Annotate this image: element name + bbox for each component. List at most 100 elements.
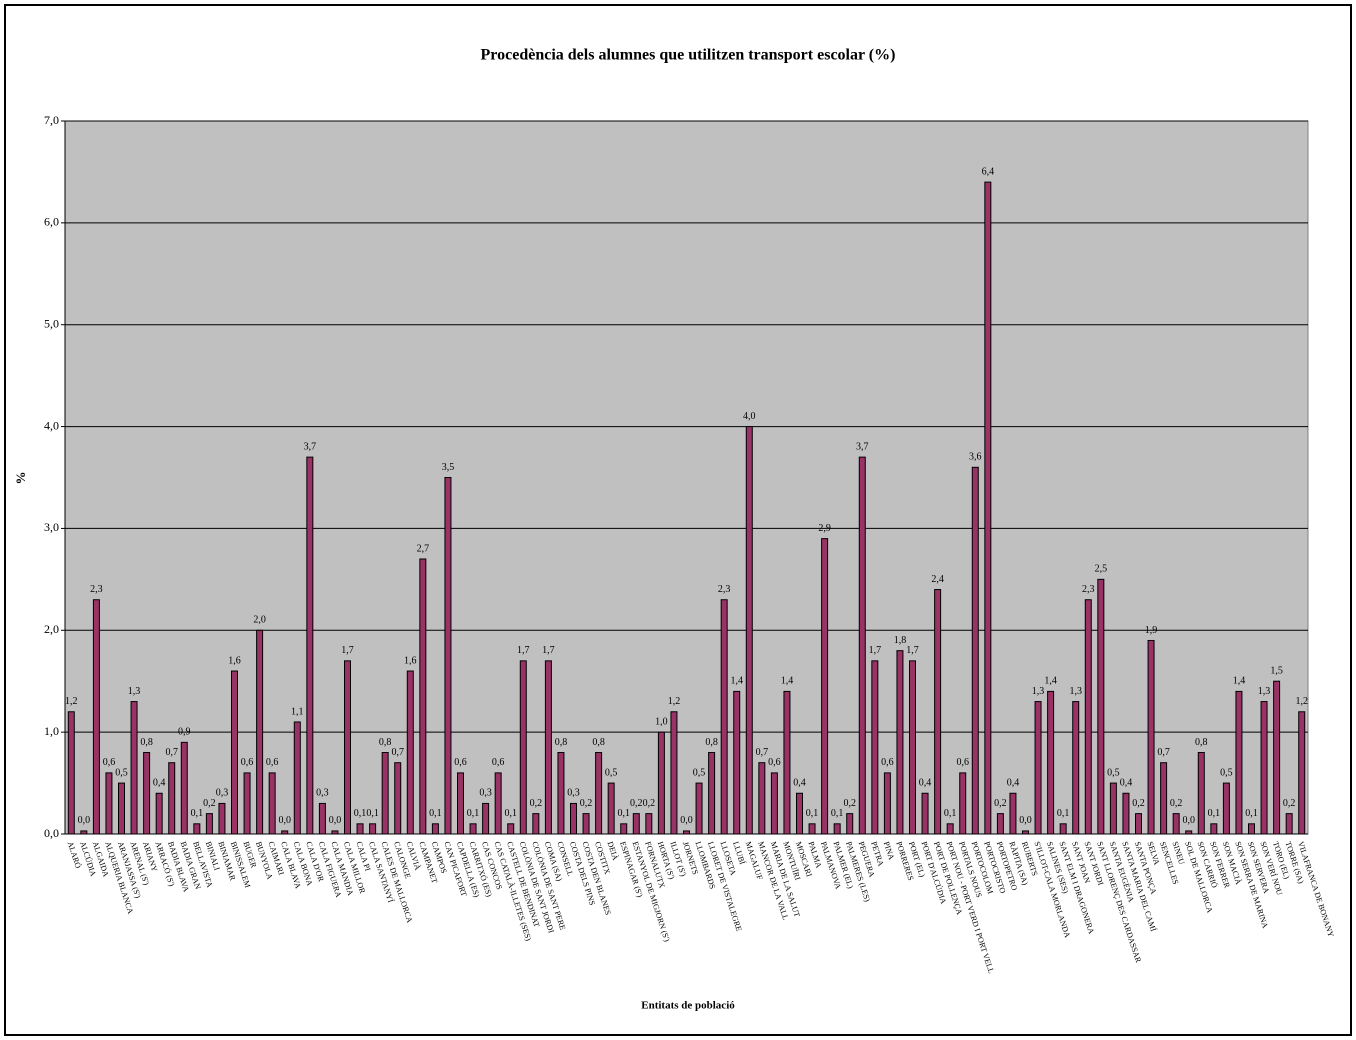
bar [796, 792, 803, 835]
data-label: 1,4 [781, 676, 794, 687]
bar [155, 792, 163, 835]
data-label: 1,3 [1069, 686, 1082, 697]
data-label: 1,3 [1032, 686, 1045, 697]
bar [457, 772, 464, 835]
bar [632, 813, 640, 835]
data-label: 0,6 [956, 757, 969, 768]
bar [1235, 690, 1243, 835]
data-label: 0,6 [492, 757, 505, 768]
bar [243, 772, 251, 835]
data-label: 4,0 [743, 411, 756, 422]
data-label: 0,4 [1007, 778, 1020, 789]
bar [118, 782, 125, 835]
bar [1072, 701, 1080, 835]
data-label: 0,4 [1120, 778, 1133, 789]
bar [1197, 752, 1205, 835]
bar [130, 701, 138, 835]
bar [657, 731, 665, 835]
data-label: 0,6 [103, 757, 116, 768]
data-label: 1,7 [341, 645, 354, 656]
data-label: 0,1 [504, 808, 517, 819]
data-label: 0,5 [115, 767, 128, 778]
plot-area [64, 120, 1309, 835]
bar [808, 823, 816, 835]
bar [256, 629, 264, 835]
bar [946, 823, 954, 835]
y-tick-label: 6,0 [44, 215, 59, 229]
bar [1160, 762, 1168, 835]
data-label: 0,1 [944, 808, 957, 819]
bar [1034, 701, 1042, 835]
bar [959, 772, 967, 835]
data-label: 0,2 [203, 798, 216, 809]
data-label: 0,0 [329, 815, 342, 826]
bar [570, 802, 577, 835]
data-label: 0,6 [266, 757, 279, 768]
bar [444, 477, 452, 835]
bar [494, 772, 502, 835]
data-label: 0,9 [178, 727, 191, 738]
bar [281, 830, 289, 835]
data-label: 0,5 [605, 767, 618, 778]
bar [67, 711, 75, 835]
data-label: 0,8 [379, 737, 392, 748]
bar [1210, 823, 1218, 835]
data-label: 1,6 [228, 655, 241, 666]
bar [406, 670, 414, 835]
bar [607, 782, 615, 835]
bar [331, 830, 339, 835]
data-label: 2,0 [253, 615, 266, 626]
data-label: 0,0 [680, 815, 693, 826]
bar [369, 823, 377, 835]
bar [143, 752, 151, 835]
data-label: 2,3 [90, 584, 103, 595]
bar [984, 181, 992, 835]
data-label: 0,2 [643, 798, 656, 809]
bar [846, 813, 854, 835]
data-label: 0,3 [316, 788, 329, 799]
y-axis-title: % [13, 472, 28, 485]
data-label: 0,3 [479, 788, 492, 799]
data-label: 0,1 [617, 808, 630, 819]
chart-title: Procedència dels alumnes que utilitzen t… [481, 47, 896, 64]
bar [1273, 680, 1281, 835]
bar [1009, 792, 1017, 835]
data-label: 0,8 [555, 737, 568, 748]
data-label: 0,5 [1220, 767, 1233, 778]
bar [934, 589, 942, 835]
bar [670, 711, 678, 835]
bar [1248, 823, 1255, 835]
data-label: 0,7 [1157, 747, 1170, 758]
bar [1022, 830, 1029, 835]
bar [92, 599, 100, 835]
data-label: 1,3 [128, 686, 141, 697]
bar [519, 660, 527, 835]
data-label: 1,4 [1044, 676, 1057, 687]
data-label: 0,0 [278, 815, 291, 826]
bar [557, 752, 565, 835]
bar [720, 599, 728, 835]
data-label: 0,2 [530, 798, 543, 809]
data-label: 0,2 [580, 798, 593, 809]
bar [532, 813, 540, 835]
bar [544, 660, 552, 835]
bar [645, 813, 653, 835]
bar [1185, 830, 1193, 835]
data-label: 0,6 [454, 757, 467, 768]
data-label: 0,0 [1019, 815, 1032, 826]
bar [1097, 578, 1105, 835]
bar [168, 762, 176, 835]
y-tick-label: 5,0 [44, 316, 59, 330]
data-label: 1,5 [1270, 666, 1283, 677]
data-label: 0,7 [165, 747, 178, 758]
bar [683, 830, 690, 835]
bar [770, 772, 778, 835]
data-label: 0,1 [806, 808, 819, 819]
bar [1260, 701, 1268, 835]
data-label: 0,1 [1057, 808, 1070, 819]
data-label: 0,6 [881, 757, 894, 768]
data-label: 0,0 [78, 815, 91, 826]
data-label: 0,2 [843, 798, 856, 809]
bar [218, 802, 226, 835]
